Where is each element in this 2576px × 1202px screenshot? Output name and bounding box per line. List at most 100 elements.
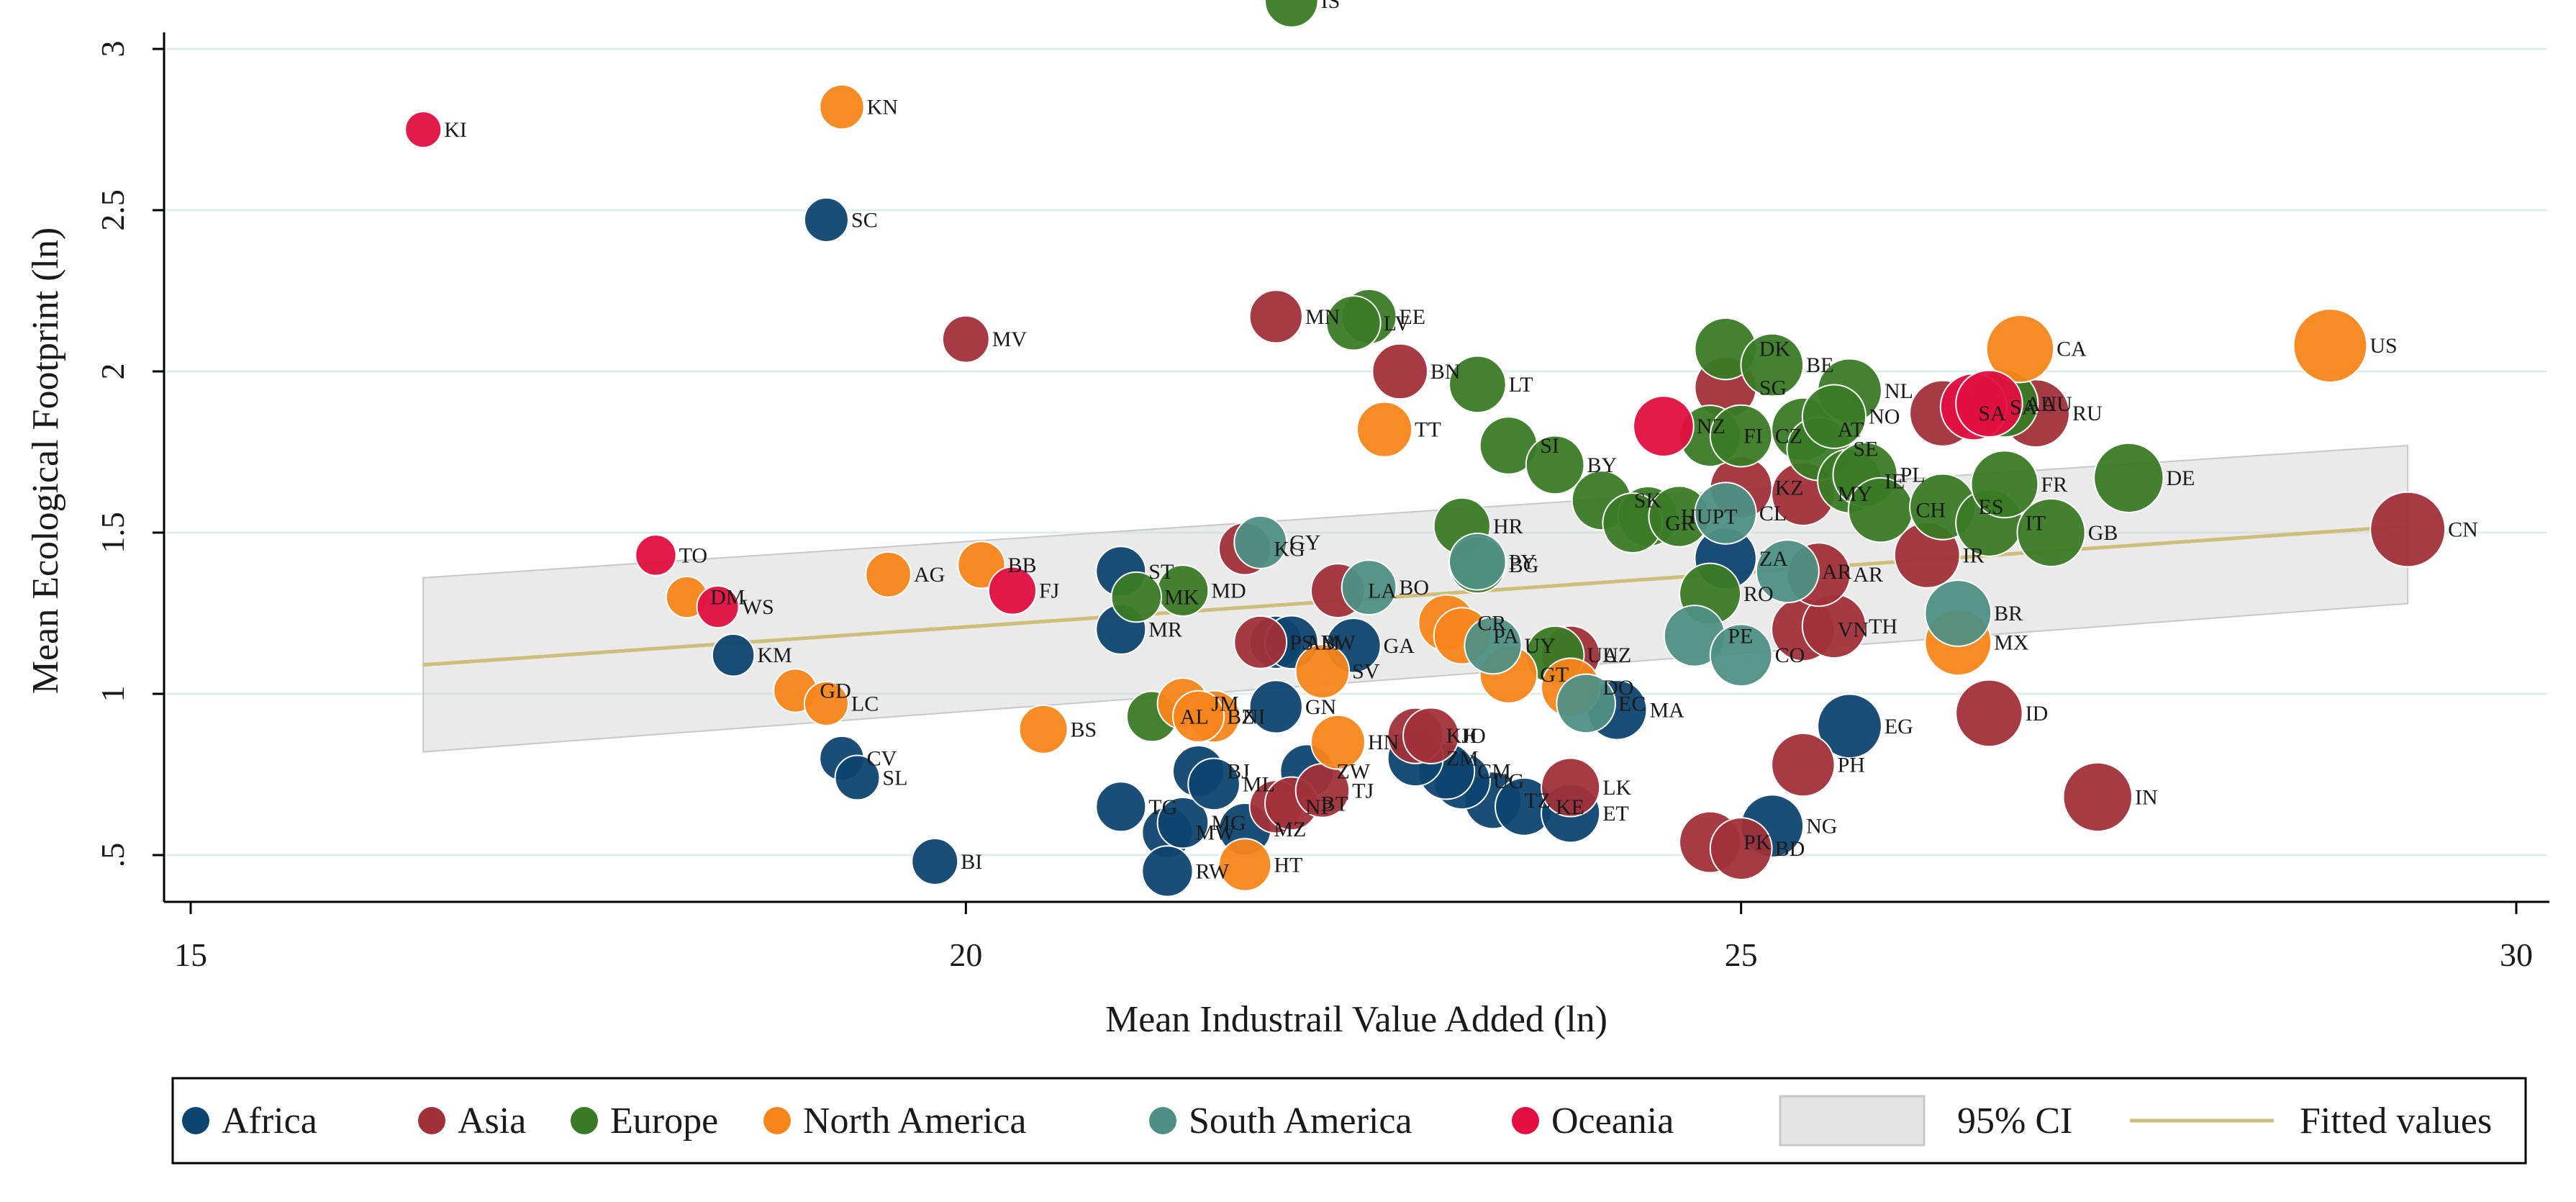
data-point-label: PT xyxy=(1713,505,1738,529)
data-point-south-america xyxy=(1556,673,1616,734)
data-point-north-america xyxy=(1294,643,1351,699)
data-point-label: PA xyxy=(1493,624,1519,648)
data-point-label: CZ xyxy=(1775,425,1802,448)
data-point-oceania xyxy=(635,534,677,577)
legend-label: Fitted values xyxy=(2300,1101,2492,1142)
data-point-north-america xyxy=(803,680,849,726)
data-point-label: BW xyxy=(1321,631,1356,654)
data-point-label: VN xyxy=(1838,618,1869,641)
y-tick-label: 3 xyxy=(94,41,131,58)
data-point-asia xyxy=(1541,757,1601,818)
y-axis-title: Mean Ecological Footprint (ln) xyxy=(25,227,66,694)
data-point-label: JO xyxy=(1461,724,1485,748)
data-point-label: DE xyxy=(2166,466,2195,490)
data-point-label: TH xyxy=(1869,615,1897,638)
data-point-europe xyxy=(1264,0,1319,28)
legend-label: South America xyxy=(1189,1101,1412,1142)
data-point-label: BD xyxy=(1775,837,1805,861)
data-point-label: NO xyxy=(1869,405,1900,429)
data-point-label: SE xyxy=(1853,438,1878,461)
legend-band-swatch xyxy=(1779,1095,1926,1147)
data-point-south-america xyxy=(1341,559,1397,616)
data-point-label: DO xyxy=(1602,676,1633,700)
data-point-label: TO xyxy=(679,543,707,567)
legend-marker xyxy=(182,1107,209,1134)
data-point-north-america xyxy=(1018,704,1069,754)
data-point-label: HN xyxy=(1368,731,1399,754)
data-point-label: DK xyxy=(1759,338,1791,361)
data-point-label: ST xyxy=(1148,560,1174,584)
data-point-label: RW xyxy=(1196,859,1230,883)
data-point-label: HR xyxy=(1493,515,1523,538)
legend-marker xyxy=(1149,1107,1176,1134)
legend-marker xyxy=(763,1107,791,1134)
data-point-label: SC xyxy=(851,208,878,232)
data-point-label: ZM xyxy=(1446,747,1479,771)
data-point-north-america xyxy=(1985,314,2055,384)
data-point-asia xyxy=(1248,289,1303,344)
data-point-label: SV xyxy=(1352,660,1380,684)
data-point-asia xyxy=(1371,343,1428,400)
data-point-label: KZ xyxy=(1775,476,1804,500)
x-tick-label: 15 xyxy=(174,936,207,973)
data-point-label: BT xyxy=(1321,792,1348,815)
data-point-label: BZ xyxy=(1227,705,1254,728)
data-point-label: GT xyxy=(1540,663,1569,687)
data-point-africa xyxy=(803,196,849,243)
data-point-africa xyxy=(1095,781,1147,833)
legend-label: 95% CI xyxy=(1957,1101,2072,1142)
data-point-label: NL xyxy=(1885,379,1913,403)
data-point-label: GB xyxy=(2088,521,2118,545)
data-point-label: LA xyxy=(1368,579,1397,603)
data-point-europe xyxy=(1448,355,1507,414)
data-point-label: ZA xyxy=(1759,547,1788,571)
data-point-label: CA xyxy=(2056,338,2087,361)
data-point-label: HU xyxy=(1681,505,1713,529)
data-point-europe xyxy=(1970,450,2039,519)
y-tick-label: 1 xyxy=(94,686,131,702)
data-point-label: NP xyxy=(1305,795,1333,819)
data-point-europe xyxy=(1801,384,1867,449)
data-point-label: MW xyxy=(1196,821,1236,845)
data-point-label: HT xyxy=(1274,853,1302,877)
data-point-label: KM xyxy=(757,643,792,667)
data-point-label: WS xyxy=(742,595,774,619)
data-point-south-america xyxy=(1233,515,1288,569)
data-point-north-america xyxy=(2292,308,2368,384)
data-point-label: RO xyxy=(1743,582,1774,606)
data-point-label: FR xyxy=(2041,473,2067,497)
data-point-label: SA xyxy=(1978,402,2006,425)
data-point-label: EE xyxy=(1399,305,1425,329)
data-point-europe xyxy=(2093,442,2164,513)
data-point-europe xyxy=(1525,435,1585,495)
data-point-label: ML xyxy=(1243,772,1275,796)
data-point-label: BI xyxy=(961,850,982,874)
data-point-label: EG xyxy=(1885,715,1913,738)
data-point-label: CV xyxy=(867,747,897,771)
legend-label: Europe xyxy=(610,1101,718,1142)
legend-label: Africa xyxy=(222,1101,317,1142)
data-point-label: CL xyxy=(1759,502,1787,525)
data-point-asia xyxy=(2369,491,2446,568)
data-point-label: AR xyxy=(1853,563,1883,587)
data-point-label: ZW xyxy=(1336,760,1370,784)
y-tick-label: 2 xyxy=(94,363,131,380)
data-point-oceania xyxy=(987,566,1038,615)
data-point-label: BG xyxy=(1509,553,1539,577)
data-point-europe xyxy=(1740,333,1805,397)
data-point-label: PY xyxy=(1509,550,1536,574)
data-point-label: UG xyxy=(1493,769,1524,793)
data-point-label: KH xyxy=(1446,724,1477,748)
data-point-label: LV xyxy=(1384,312,1411,335)
x-tick-label: 20 xyxy=(949,936,982,973)
data-point-north-america xyxy=(1171,690,1225,743)
data-point-label: AG xyxy=(914,563,945,587)
legend-marker xyxy=(418,1107,445,1134)
data-point-north-america xyxy=(1217,838,1272,892)
data-point-label: PK xyxy=(1743,831,1772,854)
data-point-north-america xyxy=(1356,401,1413,458)
data-point-label: BY xyxy=(1587,453,1617,477)
data-point-label: KE xyxy=(1556,795,1584,819)
